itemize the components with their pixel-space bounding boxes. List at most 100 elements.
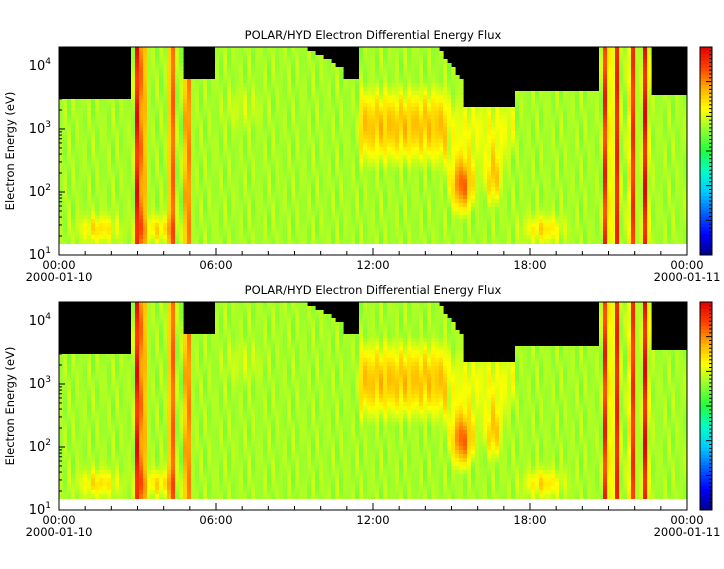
heatmap-cell xyxy=(163,239,168,244)
heatmap-cell xyxy=(131,171,136,176)
heatmap-cell xyxy=(347,147,352,152)
heatmap-cell xyxy=(159,131,164,136)
heatmap-cell xyxy=(87,179,92,184)
heatmap-cell xyxy=(367,231,372,236)
heatmap-cell xyxy=(459,187,464,192)
heatmap-cell xyxy=(259,147,264,152)
heatmap-cell xyxy=(319,203,324,208)
heatmap-cell xyxy=(287,55,292,60)
heatmap-cell xyxy=(243,79,248,84)
heatmap-cell xyxy=(479,115,484,120)
heatmap-cell xyxy=(139,163,144,168)
heatmap-cell xyxy=(219,135,224,140)
heatmap-cell xyxy=(363,203,368,208)
heatmap-cell xyxy=(107,179,112,184)
heatmap-cell xyxy=(399,55,404,60)
heatmap-cell xyxy=(459,111,464,116)
heatmap-cell xyxy=(127,155,132,160)
heatmap-cell xyxy=(247,67,252,72)
heatmap-cell xyxy=(447,119,452,124)
heatmap-cell xyxy=(355,207,360,212)
heatmap-cell xyxy=(239,159,244,164)
heatmap-cell xyxy=(99,187,104,192)
heatmap-cell xyxy=(71,179,76,184)
heatmap-cell xyxy=(279,59,284,64)
heatmap-cell xyxy=(67,235,72,240)
heatmap-cell xyxy=(407,119,412,124)
heatmap-cell xyxy=(431,191,436,196)
heatmap-cell xyxy=(67,203,72,208)
heatmap-cell xyxy=(355,123,360,128)
heatmap-cell xyxy=(147,155,152,160)
heatmap-cell xyxy=(71,231,76,236)
heatmap-cell xyxy=(71,159,76,164)
heatmap-cell xyxy=(259,131,264,136)
heatmap-cell xyxy=(139,91,144,96)
heatmap-cell xyxy=(251,107,256,112)
heatmap-cell xyxy=(267,107,272,112)
heatmap-cell xyxy=(403,207,408,212)
heatmap-cell xyxy=(431,167,436,172)
heatmap-cell xyxy=(487,223,492,228)
heatmap-cell xyxy=(83,179,88,184)
heatmap-cell xyxy=(271,159,276,164)
heatmap-cell xyxy=(103,151,108,156)
heatmap-cell xyxy=(479,159,484,164)
heatmap-cell xyxy=(435,207,440,212)
heatmap-cell xyxy=(419,103,424,108)
heatmap-cell xyxy=(443,67,448,72)
heatmap-cell xyxy=(251,235,256,240)
heatmap-cell xyxy=(59,151,64,156)
heatmap-cell xyxy=(251,183,256,188)
heatmap-cell xyxy=(227,135,232,140)
heatmap-cell xyxy=(215,147,220,152)
heatmap-cell xyxy=(491,135,496,140)
heatmap-cell xyxy=(291,123,296,128)
heatmap-cell xyxy=(431,231,436,236)
heatmap-cell xyxy=(303,191,308,196)
heatmap-cell xyxy=(107,163,112,168)
heatmap-cell xyxy=(243,87,248,92)
heatmap-cell xyxy=(199,163,204,168)
heatmap-cell xyxy=(183,107,188,112)
heatmap-cell xyxy=(235,151,240,156)
heatmap-cell xyxy=(283,227,288,232)
heatmap-cell xyxy=(319,239,324,244)
heatmap-cell xyxy=(319,103,324,108)
heatmap-cell xyxy=(307,223,312,228)
heatmap-cell xyxy=(211,111,216,116)
heatmap-cell xyxy=(259,215,264,220)
heatmap-cell xyxy=(367,127,372,132)
heatmap-cell xyxy=(115,119,120,124)
heatmap-cell xyxy=(79,183,84,188)
heatmap-cell xyxy=(247,155,252,160)
heatmap-cell xyxy=(67,219,72,224)
heatmap-cell xyxy=(179,163,184,168)
heatmap-cell xyxy=(163,75,168,80)
heatmap-cell xyxy=(319,67,324,72)
heatmap-cell xyxy=(239,71,244,76)
heatmap-cell xyxy=(407,147,412,152)
heatmap-cell xyxy=(167,231,172,236)
heatmap-cell xyxy=(487,235,492,240)
heatmap-cell xyxy=(451,71,456,76)
heatmap-cell xyxy=(163,175,168,180)
heatmap-cell xyxy=(179,79,184,84)
heatmap-cell xyxy=(127,131,132,136)
heatmap-cell xyxy=(155,139,160,144)
heatmap-cell xyxy=(195,95,200,100)
heatmap-cell xyxy=(435,231,440,236)
heatmap-cell xyxy=(371,79,376,84)
heatmap-cell xyxy=(439,87,444,92)
heatmap-cell xyxy=(351,235,356,240)
heatmap-cell xyxy=(199,239,204,244)
heatmap-cell xyxy=(319,119,324,124)
heatmap-cell xyxy=(315,143,320,148)
heatmap-cell xyxy=(163,207,168,212)
heatmap-cell xyxy=(139,199,144,204)
heatmap-cell xyxy=(143,127,148,132)
heatmap-cell xyxy=(247,223,252,228)
heatmap-cell xyxy=(339,103,344,108)
heatmap-cell xyxy=(79,139,84,144)
heatmap-cell xyxy=(115,227,120,232)
